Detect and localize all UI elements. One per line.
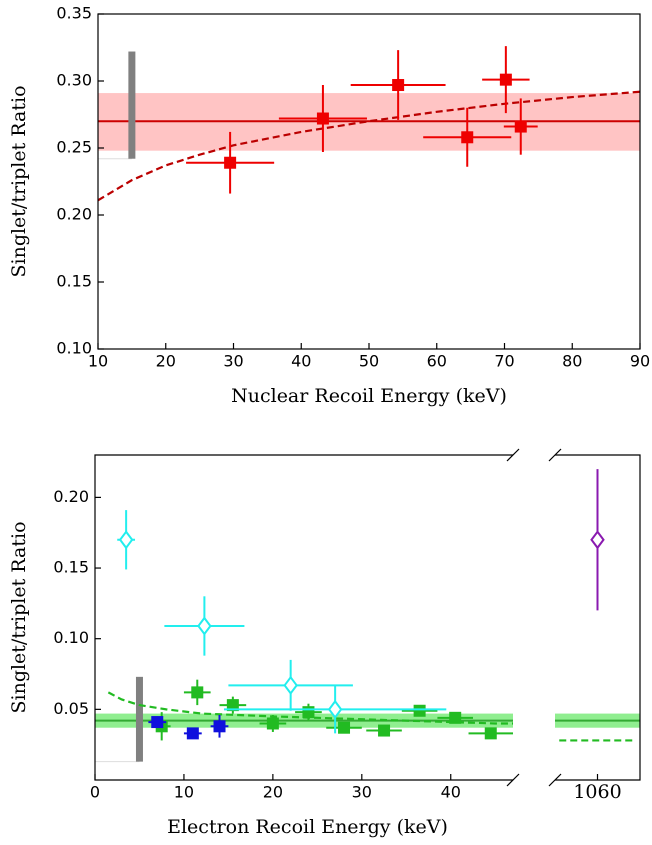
marker — [151, 716, 164, 729]
x-tick-label: 70 — [494, 352, 514, 371]
x-tick-label: 10 — [88, 352, 108, 371]
marker — [413, 704, 426, 717]
y-tick-label: 0.25 — [56, 138, 92, 157]
marker — [514, 120, 527, 133]
marker — [484, 727, 497, 740]
x-tick-label: 90 — [630, 352, 650, 371]
axis-break — [548, 773, 562, 787]
marker — [378, 724, 391, 737]
marker — [316, 112, 329, 125]
axes-frame — [97, 13, 641, 350]
x-tick-label: 20 — [156, 352, 176, 371]
marker — [590, 530, 605, 550]
axes-frame — [94, 454, 513, 781]
y-tick-label: 0.20 — [56, 205, 92, 224]
axis-break — [548, 448, 562, 462]
y-tick-label: 0.35 — [56, 4, 92, 23]
marker — [302, 706, 315, 719]
y-tick-label: 0.15 — [53, 558, 89, 577]
y-tick-label: 0.30 — [56, 71, 92, 90]
marker — [191, 686, 204, 699]
x-tick-label: 50 — [359, 352, 379, 371]
marker — [449, 711, 462, 724]
x-tick-label: 0 — [90, 783, 100, 802]
marker — [392, 79, 405, 92]
marker — [197, 616, 212, 636]
marker — [118, 530, 134, 550]
x-axis-label: Electron Recoil Energy (keV) — [167, 816, 448, 838]
marker — [327, 699, 343, 720]
x-tick-label: 30 — [352, 783, 372, 802]
x-tick-label: 60 — [427, 352, 447, 371]
fit-curve — [97, 90, 641, 202]
marker — [266, 717, 279, 730]
threshold — [135, 676, 143, 762]
y-tick-label: 0.20 — [53, 487, 89, 506]
axis-break — [506, 773, 520, 787]
y-tick-label: 0.10 — [56, 339, 92, 358]
x-tick-label: 20 — [263, 783, 283, 802]
marker — [213, 720, 226, 733]
y-axis-label: Singlet/triplet Ratio — [8, 521, 30, 713]
x-tick-label: 30 — [223, 352, 243, 371]
marker — [283, 675, 298, 695]
marker — [226, 699, 239, 712]
threshold — [128, 51, 136, 159]
marker — [338, 721, 351, 734]
y-tick-label: 0.15 — [56, 272, 92, 291]
x-tick-label: 40 — [291, 352, 311, 371]
y-tick-label: 0.10 — [53, 628, 89, 647]
x-axis-label: Nuclear Recoil Energy (keV) — [231, 385, 507, 407]
y-tick-label: 0.05 — [53, 699, 89, 718]
marker — [499, 73, 512, 86]
marker — [461, 131, 474, 144]
marker — [186, 727, 199, 740]
axis-break — [506, 448, 520, 462]
x-tick-label: 10 — [174, 783, 194, 802]
x-tick-label: 40 — [441, 783, 461, 802]
y-axis-label: Singlet/triplet Ratio — [8, 85, 30, 277]
x-tick-label: 1060 — [573, 781, 621, 803]
marker — [224, 156, 237, 169]
x-tick-label: 80 — [562, 352, 582, 371]
